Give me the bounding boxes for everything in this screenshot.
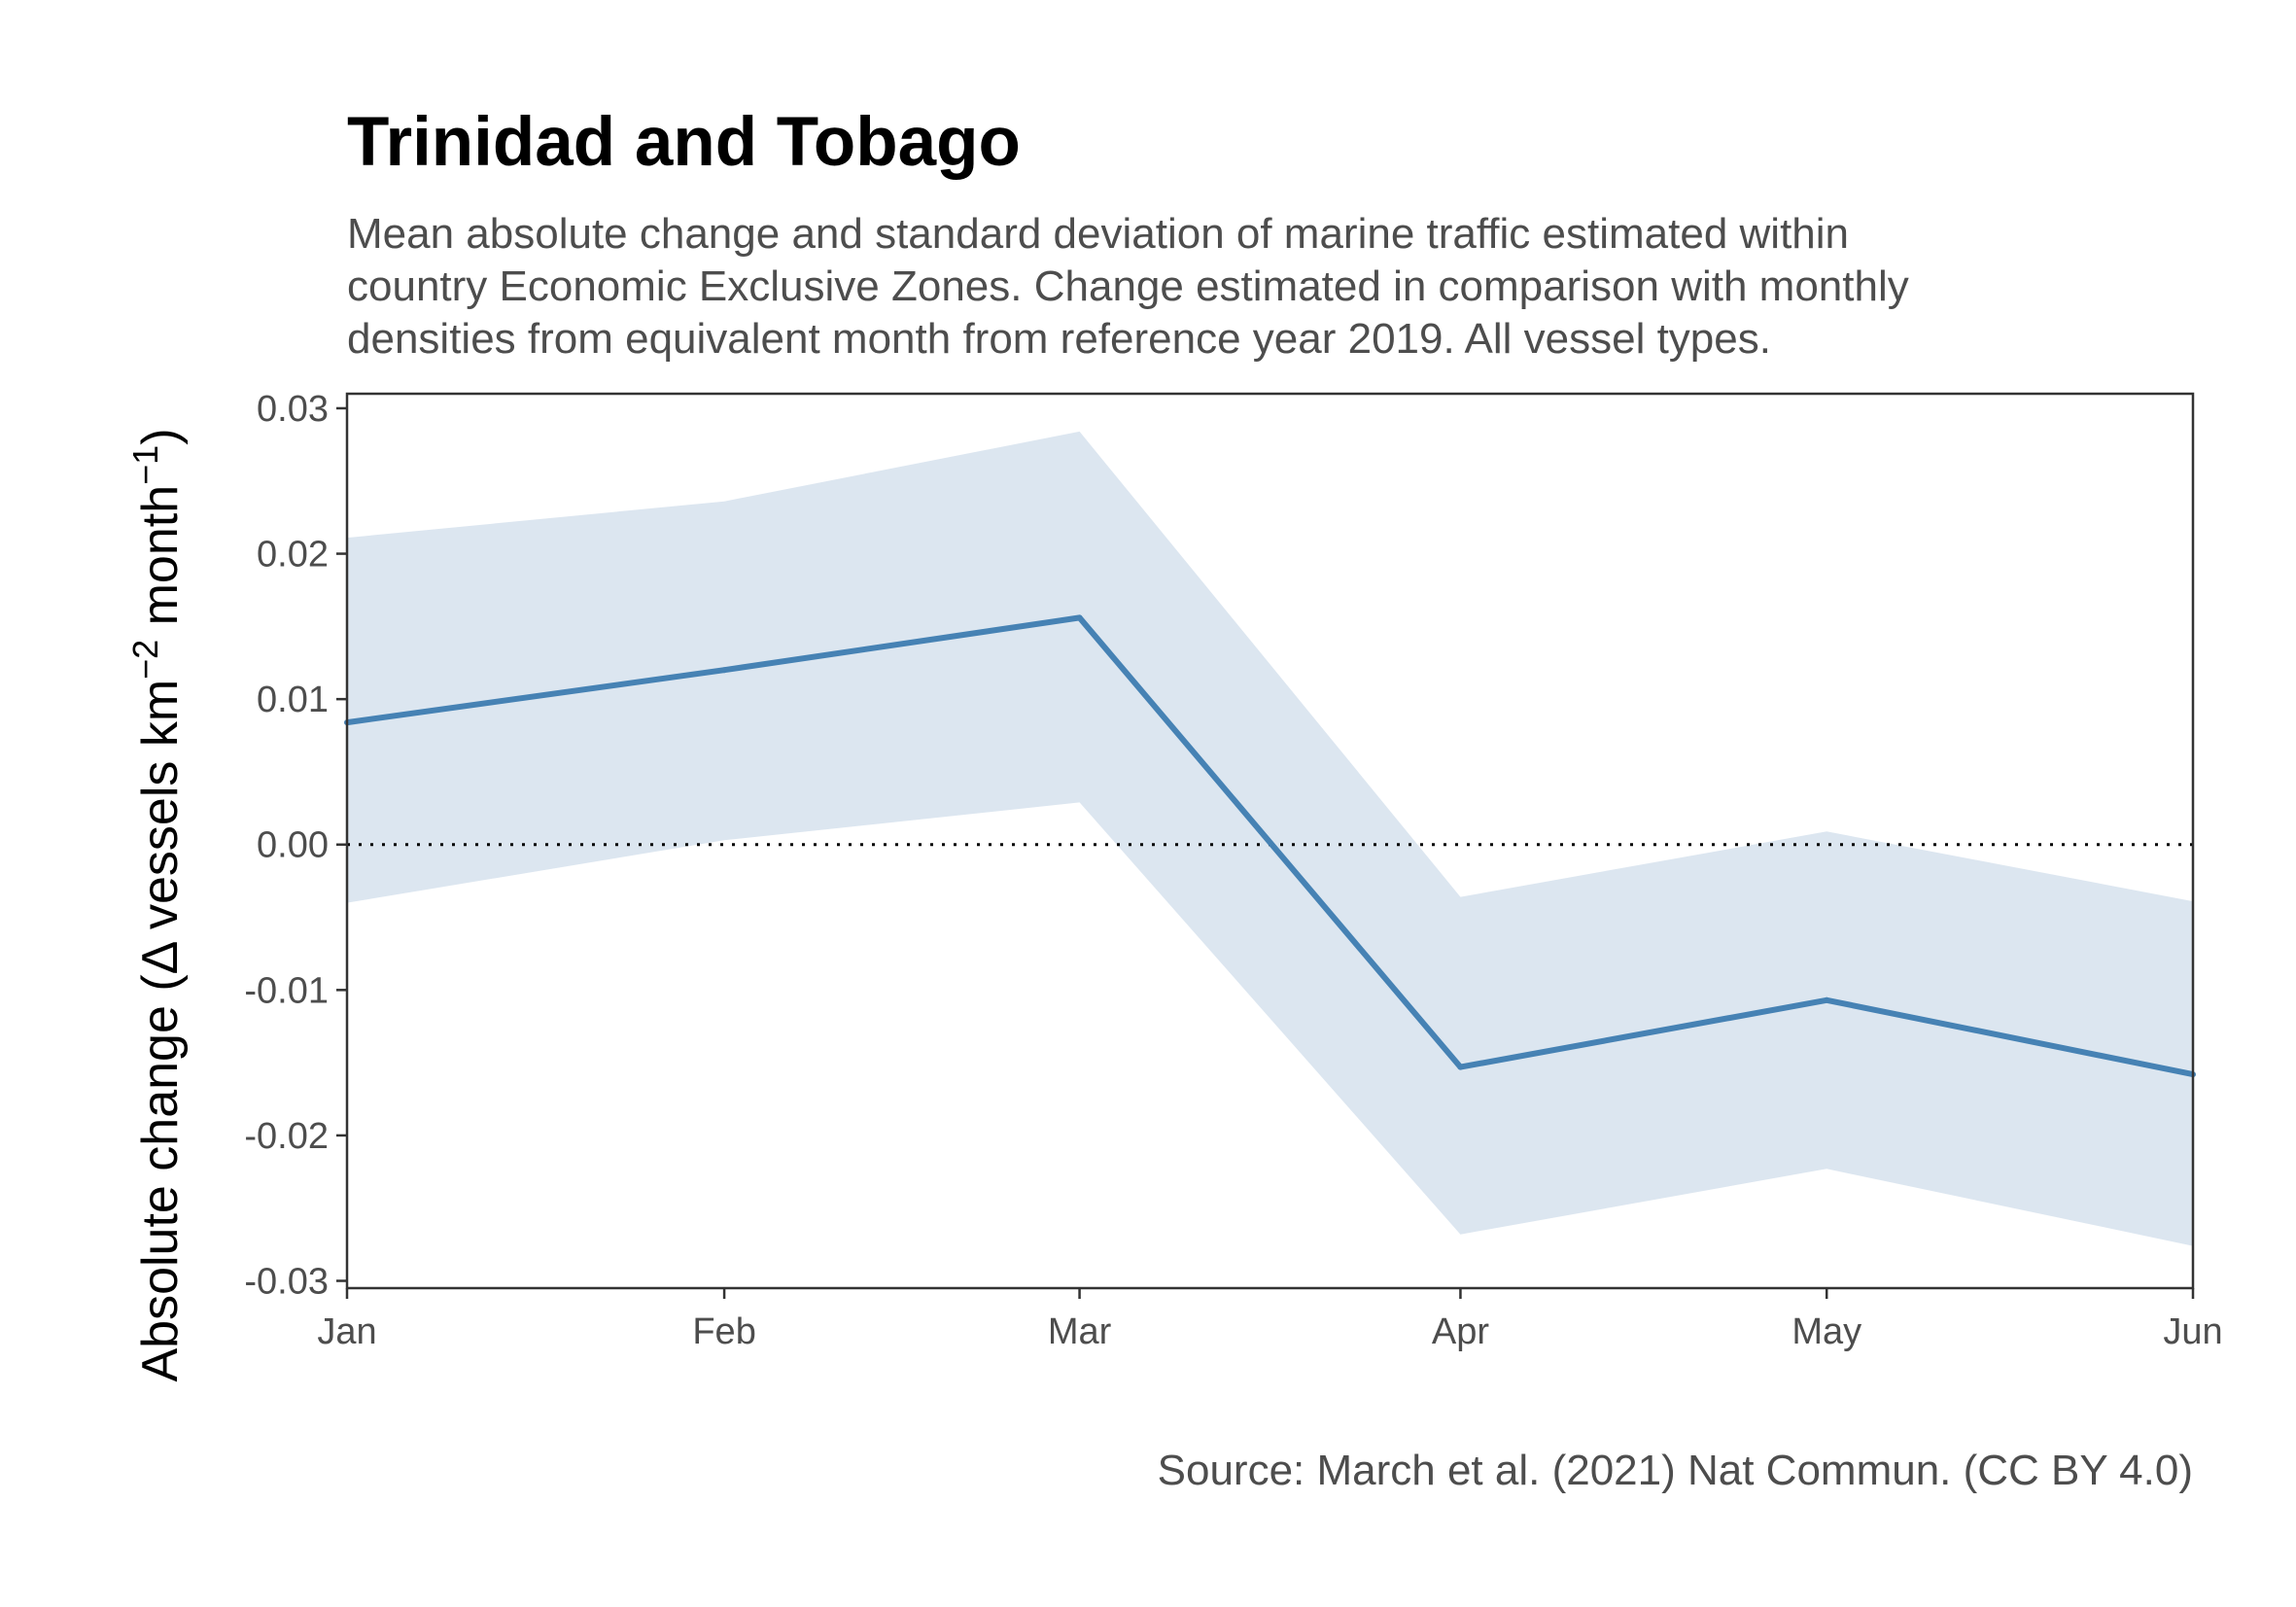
mean-point-may (1824, 996, 1830, 1003)
mean-line (346, 614, 2194, 1078)
y-tick-label: 0.01 (257, 680, 329, 720)
chart-title: Trinidad and Tobago (347, 104, 1021, 181)
x-tick-label: Apr (1432, 1311, 1489, 1352)
y-tick-label: 0.03 (257, 389, 329, 430)
y-axis-title-prefix: Absolute change ( (132, 974, 189, 1382)
y-axis-title: Absolute change (Δ vessels km−2 month−1) (125, 428, 190, 1381)
y-tick-label: 0.00 (257, 825, 329, 866)
x-tick-label: Feb (692, 1311, 755, 1352)
y-axis-title-sup2: −1 (125, 445, 165, 485)
y-tick-label: -0.01 (244, 970, 329, 1011)
mean-point-apr (1457, 1064, 1464, 1070)
x-tick-label: May (1792, 1311, 1861, 1352)
y-axis-title-delta: Δ (132, 941, 189, 974)
x-tick-label: Jan (317, 1311, 376, 1352)
plot-area: 0.03 0.02 0.01 0.00 -0.01 -0.02 -0.03 Jan Feb Mar… (244, 389, 2222, 1352)
y-tick-label: -0.03 (244, 1262, 329, 1303)
mean-point-mar (1076, 614, 1083, 621)
chart-subtitle-line-1: Mean absolute change and standard deviat… (347, 210, 1849, 258)
chart-subtitle-line-3: densities from equivalent month from ref… (347, 315, 1771, 363)
y-tick-label: 0.02 (257, 535, 329, 576)
plot-panel-border (345, 392, 2195, 1290)
chart-subtitle-line-2: country Economic Exclusive Zones. Change… (347, 262, 1909, 310)
x-tick-label: Jun (2163, 1311, 2222, 1352)
y-tick-label: -0.02 (244, 1116, 329, 1157)
y-axis-title-main: vessels km (132, 680, 189, 944)
chart-caption: Source: March et al. (2021) Nat Commun. … (1158, 1447, 2193, 1494)
y-axis-title-sup1: −2 (125, 640, 165, 680)
y-axis-title-suffix: ) (132, 428, 189, 444)
mean-point-feb (721, 667, 728, 674)
x-tick-label: Mar (1048, 1311, 1112, 1352)
y-axis-title-mid: month (132, 485, 189, 640)
